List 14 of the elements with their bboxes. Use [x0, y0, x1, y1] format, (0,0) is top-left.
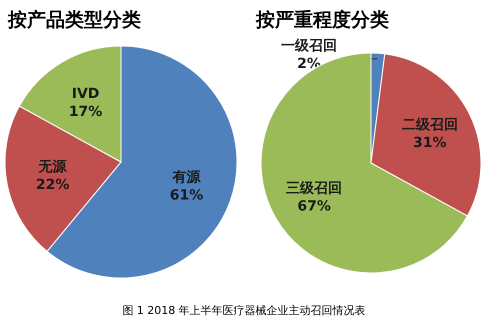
data-label: 61%: [170, 188, 204, 204]
slice-label: 二级召回: [402, 117, 458, 134]
slice-label: 有源: [171, 170, 202, 186]
slice-label: 一级召回: [281, 38, 337, 54]
slice-label: 无源: [38, 159, 68, 176]
data-label: 67%: [297, 198, 331, 215]
slice-label: 三级召回: [286, 180, 342, 197]
chart-title: 按严重程度分类: [255, 9, 389, 31]
chart-title: 按产品类型分类: [7, 9, 141, 31]
caption: 图 1 2018 年上半年医疗器械企业主动召回情况表: [122, 304, 366, 317]
slice-label: IVD: [72, 86, 100, 102]
data-label: 31%: [413, 135, 447, 152]
data-label: 22%: [36, 177, 70, 194]
data-label: 17%: [68, 104, 102, 120]
